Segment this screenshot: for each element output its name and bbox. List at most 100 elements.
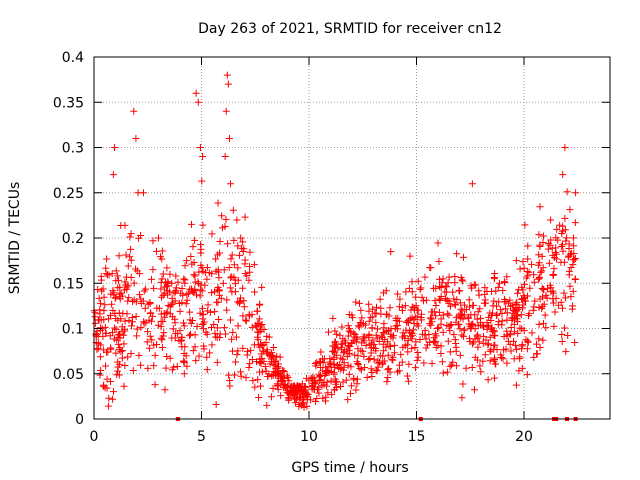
data-point [360,352,368,360]
data-point [476,319,484,327]
data-point [96,371,104,379]
data-point [242,374,250,382]
data-point [150,284,158,292]
data-point [339,355,347,363]
data-point [276,353,284,361]
data-point [231,288,239,296]
data-point [534,275,542,283]
data-point [524,242,532,250]
data-point [487,316,495,324]
data-point [520,264,528,272]
data-point [535,251,543,259]
data-point [230,371,238,379]
data-point [256,358,264,366]
data-point [168,279,176,287]
data-point [380,324,388,332]
data-point [365,307,373,315]
data-point [408,344,416,352]
data-point [423,296,431,304]
data-point [530,271,538,279]
data-point [286,387,294,395]
data-point [198,177,206,185]
data-point [237,234,245,242]
data-point [147,275,155,283]
data-point [411,364,419,372]
data-point [503,309,511,317]
data-point [367,365,375,373]
data-point [137,323,145,331]
data-point [221,330,229,338]
data-point [161,313,169,321]
data-point [238,244,246,252]
data-point [127,245,135,253]
data-point [212,333,220,341]
data-point [150,362,158,370]
data-point [542,291,550,299]
data-point [108,300,116,308]
data-point [512,341,520,349]
data-point [357,306,365,314]
data-point [533,350,541,358]
data-point [241,213,249,221]
data-point [408,314,416,322]
data-point [560,289,568,297]
data-point [216,238,224,246]
data-point [199,320,207,328]
data-point [479,339,487,347]
data-point [446,327,454,335]
data-point [101,323,109,331]
data-point [502,305,510,313]
data-point [246,268,254,276]
data-point [380,289,388,297]
data-point [206,349,214,357]
data-point [569,261,577,269]
data-point [536,203,544,211]
data-point [174,278,182,286]
data-point [514,329,522,337]
data-point [189,243,197,251]
data-point [403,318,411,326]
data-point [565,267,573,275]
data-point [525,268,533,276]
data-point [439,328,447,336]
data-point [530,278,538,286]
data-point [121,221,129,229]
data-point [198,321,206,329]
data-point [183,290,191,298]
data-point [476,305,484,313]
data-point [513,345,521,353]
data-point [459,380,467,388]
data-point [468,284,476,292]
data-point [356,364,364,372]
data-point [528,329,536,337]
data-point [219,279,227,287]
data-point [149,266,157,274]
data-point [337,365,345,373]
data-point [465,296,473,304]
data-point [551,249,559,257]
data-point [458,331,466,339]
data-point [444,279,452,287]
data-point [344,322,352,330]
data-point [560,258,568,266]
data-point [127,230,135,238]
data-point [539,232,547,240]
data-point [327,361,335,369]
data-point [571,339,579,347]
data-point [161,386,169,394]
data-point [417,284,425,292]
data-point [191,343,199,351]
data-point [220,324,228,332]
data-point [262,339,270,347]
data-point [524,272,532,280]
data-point [264,373,272,381]
data-point [508,316,516,324]
data-point [398,303,406,311]
data-point [331,363,339,371]
data-point [139,189,147,197]
data-point [157,285,165,293]
data-point [225,134,233,142]
data-point [453,296,461,304]
data-point [223,296,231,304]
data-point [197,281,205,289]
